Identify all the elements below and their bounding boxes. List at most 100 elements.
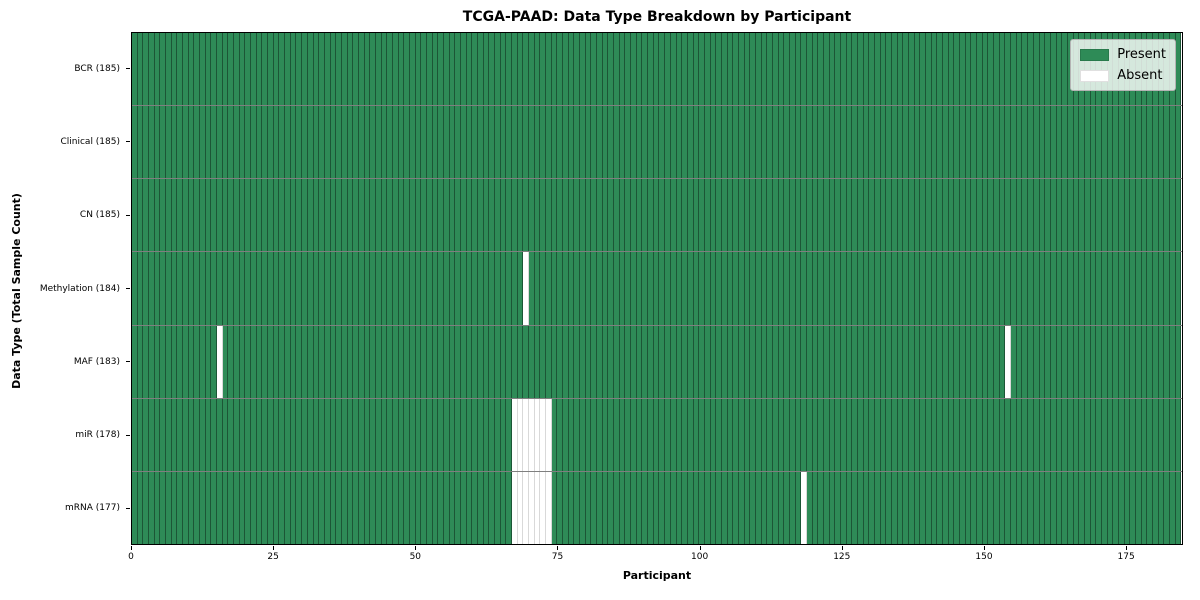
heatmap-cell-present	[772, 33, 779, 106]
heatmap-cell-present	[409, 179, 416, 252]
heatmap-cell-present	[903, 398, 910, 471]
heatmap-cell-present	[818, 398, 824, 471]
heatmap-cell-present	[353, 106, 359, 179]
heatmap-cell-present	[1158, 179, 1165, 252]
heatmap-cell-present	[795, 106, 802, 179]
heatmap-cell-present	[381, 106, 388, 179]
heatmap-cell-present	[154, 471, 161, 544]
heatmap-cell-present	[812, 33, 819, 106]
heatmap-cell-present	[387, 325, 393, 398]
heatmap-cell-present	[704, 398, 711, 471]
heatmap-cell-present	[1101, 179, 1108, 252]
heatmap-cell-present	[262, 179, 269, 252]
heatmap-cell-present	[477, 398, 484, 471]
heatmap-cell-present	[693, 179, 700, 252]
heatmap-cell-present	[1090, 325, 1097, 398]
heatmap-cell-present	[965, 106, 972, 179]
heatmap-cell-present	[341, 179, 348, 252]
heatmap-cell-present	[1033, 471, 1040, 544]
heatmap-row	[132, 252, 1182, 326]
heatmap-cell-present	[1118, 398, 1125, 471]
heatmap-row	[132, 106, 1182, 180]
x-tick-mark	[131, 546, 132, 550]
heatmap-cell-present	[982, 179, 989, 252]
heatmap-cell-present	[290, 471, 297, 544]
heatmap-cell-present	[449, 106, 456, 179]
heatmap-cell-present	[568, 325, 575, 398]
heatmap-cell-present	[767, 106, 773, 179]
heatmap-cell-present	[988, 252, 995, 325]
heatmap-cell-present	[347, 398, 354, 471]
heatmap-cell-present	[1141, 398, 1148, 471]
heatmap-cell-present	[358, 398, 365, 471]
heatmap-cell-present	[903, 471, 910, 544]
heatmap-cell-present	[829, 471, 836, 544]
heatmap-cell-absent	[1005, 325, 1012, 398]
x-tick-mark	[699, 546, 701, 550]
heatmap-cell-present	[648, 33, 654, 106]
heatmap-cell-present	[806, 179, 813, 252]
heatmap-cell-present	[228, 179, 235, 252]
heatmap-cell-present	[784, 252, 790, 325]
heatmap-cell-present	[999, 106, 1006, 179]
heatmap-cell-present	[500, 252, 507, 325]
heatmap-cell-present	[330, 471, 337, 544]
heatmap-cell-present	[432, 252, 439, 325]
heatmap-cell-present	[398, 106, 405, 179]
heatmap-cell-present	[563, 179, 569, 252]
heatmap-cell-present	[245, 252, 252, 325]
heatmap-cell-present	[886, 398, 893, 471]
heatmap-cell-present	[789, 106, 796, 179]
heatmap-cell-present	[1062, 106, 1068, 179]
heatmap-cell-present	[784, 398, 790, 471]
heatmap-cell-present	[1164, 252, 1170, 325]
heatmap-cell-present	[375, 252, 382, 325]
heatmap-cell-present	[477, 33, 484, 106]
heatmap-cell-present	[1096, 252, 1102, 325]
heatmap-cell-present	[256, 398, 263, 471]
heatmap-cell-present	[682, 106, 688, 179]
heatmap-cell-present	[806, 325, 813, 398]
heatmap-cell-present	[840, 325, 847, 398]
heatmap-cell-present	[1056, 398, 1063, 471]
heatmap-cell-present	[188, 398, 195, 471]
heatmap-cell-present	[727, 179, 734, 252]
heatmap-cell-present	[324, 252, 331, 325]
heatmap-cell-present	[132, 471, 138, 544]
heatmap-cell-present	[183, 398, 189, 471]
heatmap-cell-present	[1147, 179, 1153, 252]
heatmap-cell-present	[273, 252, 280, 325]
heatmap-cell-present	[591, 398, 598, 471]
heatmap-cell-present	[750, 33, 756, 106]
heatmap-cell-present	[597, 33, 603, 106]
heatmap-cell-present	[909, 33, 915, 106]
heatmap-cell-present	[171, 179, 178, 252]
heatmap-cell-present	[892, 398, 898, 471]
heatmap-cell-present	[920, 106, 927, 179]
heatmap-cell-present	[812, 179, 819, 252]
heatmap-cell-present	[460, 398, 467, 471]
heatmap-cell-present	[1175, 33, 1182, 106]
heatmap-cell-present	[443, 398, 450, 471]
heatmap-cell-present	[506, 106, 513, 179]
heatmap-cell-present	[336, 33, 342, 106]
heatmap-cell-present	[460, 106, 467, 179]
heatmap-cell-present	[869, 398, 876, 471]
heatmap-cell-present	[228, 106, 235, 179]
heatmap-cell-present	[1164, 106, 1170, 179]
heatmap-cell-present	[551, 325, 558, 398]
heatmap-cell-present	[358, 179, 365, 252]
heatmap-cell-present	[687, 398, 694, 471]
heatmap-cell-present	[994, 179, 1000, 252]
heatmap-cell-present	[472, 471, 478, 544]
heatmap-cell-present	[840, 33, 847, 106]
heatmap-cell-present	[880, 33, 887, 106]
heatmap-row	[132, 471, 1182, 544]
heatmap-cell-present	[177, 106, 184, 179]
heatmap-cell-present	[954, 33, 961, 106]
heatmap-cell-present	[801, 33, 807, 106]
heatmap-cell-present	[1084, 398, 1091, 471]
heatmap-cell-present	[443, 106, 450, 179]
heatmap-cell-present	[1073, 325, 1080, 398]
heatmap-cell-present	[727, 398, 734, 471]
